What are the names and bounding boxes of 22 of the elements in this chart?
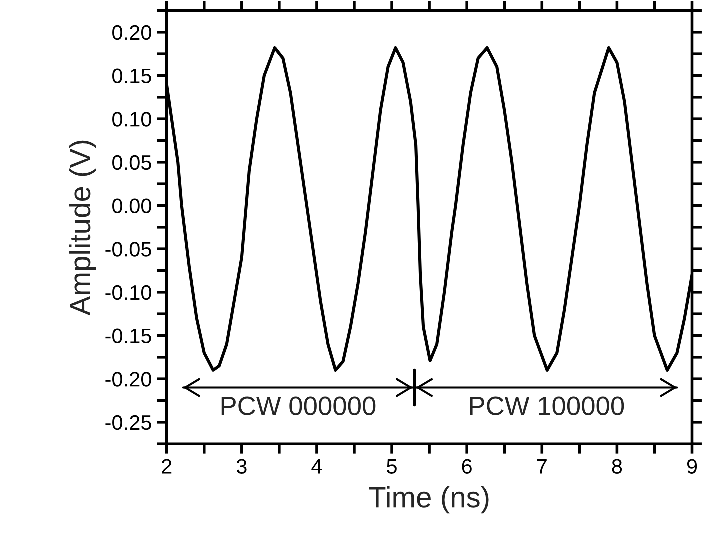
- y-tick-label: 0.10: [112, 112, 152, 127]
- y-tick-label: -0.10: [106, 285, 152, 300]
- x-tick-label: 3: [236, 459, 247, 474]
- x-tick-label: 2: [162, 459, 172, 474]
- y-tick-label: -0.15: [106, 328, 152, 344]
- y-tick-label: -0.05: [106, 242, 152, 257]
- y-tick-label: 0.20: [112, 25, 152, 40]
- y-tick-label: 0.00: [112, 198, 152, 214]
- x-tick-label: 9: [687, 459, 698, 474]
- y-tick-label: -0.25: [106, 415, 152, 430]
- x-tick-label: 7: [537, 459, 547, 474]
- annotation: PCW 100000: [470, 396, 624, 416]
- annotation: PCW 000000: [222, 396, 376, 416]
- x-tick-label: 5: [387, 459, 397, 474]
- y-axis-title: Amplitude (V): [69, 140, 96, 316]
- x-tick-label: 4: [312, 459, 322, 474]
- x-tick-label: 8: [612, 459, 622, 474]
- y-tick-label: 0.05: [112, 155, 152, 170]
- y-tick-label: -0.20: [106, 372, 152, 387]
- y-tick-label: 0.15: [112, 68, 152, 84]
- x-tick-label: 6: [462, 459, 472, 474]
- x-axis-title: Time (ns): [369, 486, 489, 514]
